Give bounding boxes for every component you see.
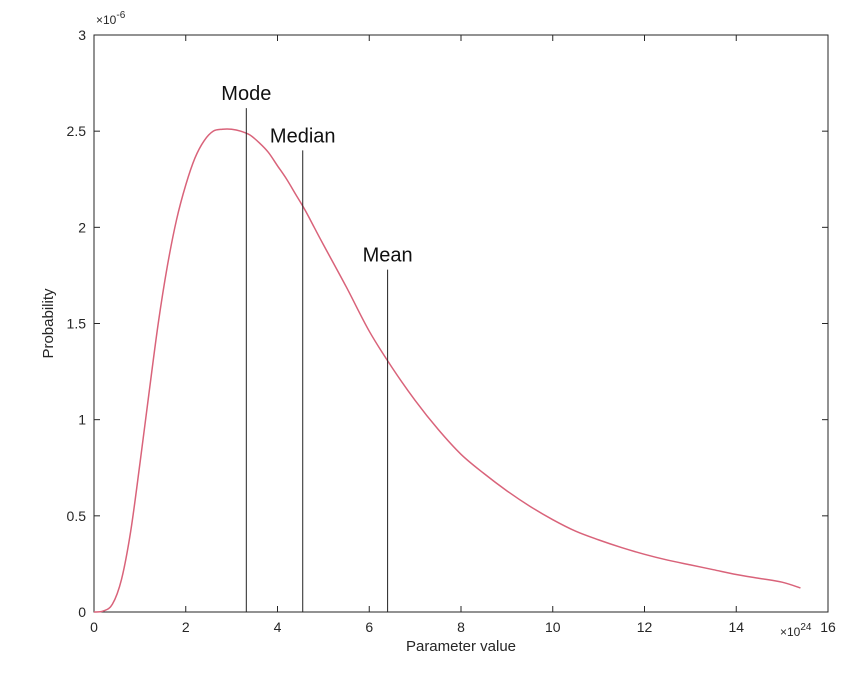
- x-tick-label: 14: [728, 619, 744, 635]
- y-axis-ticks: 0 0.5 1 1.5 2 2.5 3: [67, 27, 828, 620]
- y-exponent-power: -6: [116, 10, 125, 21]
- annotation-label-mode: Mode: [221, 83, 271, 105]
- x-tick-label: 16: [820, 619, 836, 635]
- x-axis-label: Parameter value: [406, 638, 516, 655]
- x-tick-label: 10: [545, 619, 561, 635]
- y-tick-label: 2.5: [67, 123, 87, 139]
- y-tick-label: 1: [78, 412, 86, 428]
- y-tick-label: 0: [78, 604, 86, 620]
- y-exponent-base: ×10: [96, 13, 117, 27]
- x-tick-label: 6: [365, 619, 373, 635]
- x-exponent-base: ×10: [780, 625, 801, 639]
- x-exponent-power: 24: [800, 622, 812, 633]
- y-tick-label: 2: [78, 219, 86, 235]
- x-tick-label: 8: [457, 619, 465, 635]
- x-tick-label: 2: [182, 619, 190, 635]
- y-tick-label: 0.5: [67, 508, 87, 524]
- y-tick-label: 1.5: [67, 316, 87, 332]
- y-axis-label: Probability: [40, 288, 57, 359]
- x-tick-label: 12: [637, 619, 653, 635]
- annotations: Mode Median Mean: [221, 83, 413, 612]
- annotation-label-mean: Mean: [363, 245, 413, 267]
- plot-area: [93, 34, 829, 613]
- y-tick-label: 3: [78, 27, 86, 43]
- x-axis-ticks: 0 2 4 6 8 10 12 14 16: [90, 35, 836, 635]
- annotation-label-median: Median: [270, 125, 336, 147]
- x-exponent-label: ×1024: [780, 622, 812, 639]
- y-exponent-label: ×10-6: [96, 10, 126, 27]
- x-tick-label: 4: [274, 619, 282, 635]
- probability-curve: [93, 128, 801, 613]
- x-tick-label: 0: [90, 619, 98, 635]
